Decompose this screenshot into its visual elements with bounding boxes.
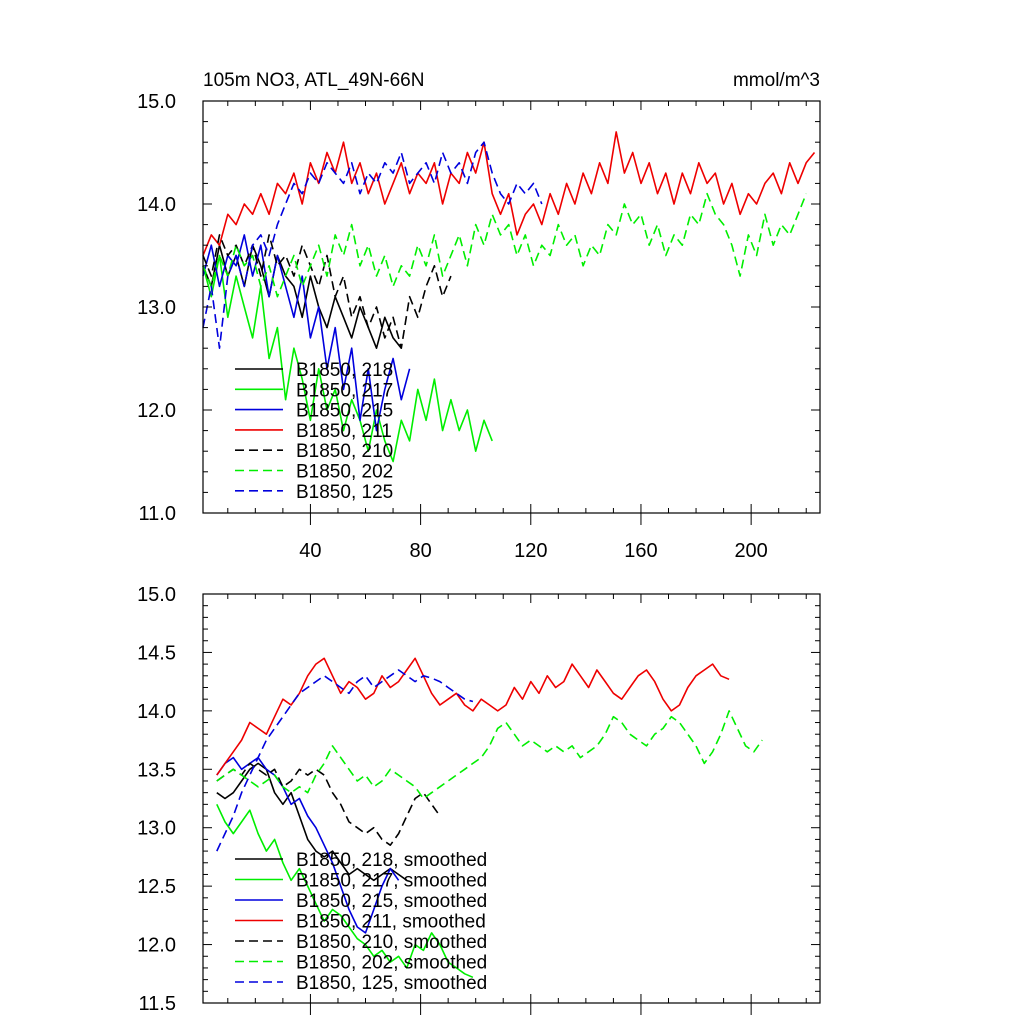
series-line-b1850-211	[202, 131, 816, 256]
y-tick-label: 11.0	[139, 503, 176, 525]
legend-label: B1850, 125, smoothed	[296, 973, 487, 994]
legend-label: B1850, 210	[296, 441, 393, 462]
legend-label: B1850, 210, smoothed	[296, 932, 487, 953]
legend-label: B1850, 211, smoothed	[296, 912, 486, 933]
legend-label: B1850, 217	[296, 380, 393, 401]
x-tick-label: 200	[734, 540, 767, 562]
chart-title: 105m NO3, ATL_49N-66N	[203, 70, 424, 91]
series-line-b1850-210	[216, 762, 441, 847]
y-tick-label: 14.5	[137, 642, 176, 664]
y-tick-label: 13.0	[137, 818, 176, 840]
legend-label: B1850, 202, smoothed	[296, 953, 487, 974]
series-line-b1850-217	[202, 254, 493, 463]
series-line-b1850-217	[216, 803, 474, 979]
series-line-b1850-211	[216, 657, 730, 776]
y-tick-label: 15.0	[137, 91, 176, 113]
legend-label: B1850, 215, smoothed	[296, 891, 487, 912]
series-line-b1850-125	[216, 669, 474, 852]
series-line-b1850-210	[202, 234, 452, 350]
y-tick-label: 13.5	[137, 759, 176, 781]
series-line-b1850-202	[216, 710, 763, 800]
legend-label: B1850, 218	[296, 360, 393, 381]
x-tick-label: 120	[514, 540, 547, 562]
x-tick-label: 80	[409, 540, 431, 562]
legend-label: B1850, 211	[296, 421, 392, 442]
y-tick-label: 12.5	[137, 876, 176, 898]
series-line-b1850-125	[202, 141, 543, 350]
y-tick-label: 14.0	[137, 701, 176, 723]
series-line-b1850-218	[216, 762, 408, 882]
y-tick-label: 12.0	[137, 935, 176, 957]
y-tick-label: 15.0	[137, 584, 176, 606]
legend-label: B1850, 215	[296, 401, 393, 422]
x-tick-label: 160	[624, 540, 657, 562]
legend-label: B1850, 202	[296, 462, 393, 483]
series-line-b1850-202	[202, 192, 807, 298]
legend-label: B1850, 125	[296, 482, 393, 503]
y-tick-label: 11.5	[139, 993, 176, 1015]
bottom-panel: 11.5 12.0 12.5 13.0 13.5 14.0 14.5 15.0 B1850, 2…	[137, 584, 821, 1015]
legend-label: B1850, 217, smoothed	[296, 871, 487, 892]
chart-units: mmol/m^3	[733, 70, 820, 91]
y-tick-label: 14.0	[137, 194, 176, 216]
x-tick-label: 40	[299, 540, 321, 562]
y-tick-label: 13.0	[137, 297, 176, 319]
plot-frame	[202, 593, 821, 1004]
top-panel: 11.0 12.0 13.0 14.0 15.0 40 80 120 160 200 B1850, …	[137, 91, 821, 562]
series-line-b1850-215	[216, 756, 400, 934]
y-tick-label: 12.0	[137, 400, 176, 422]
legend-label: B1850, 218, smoothed	[296, 850, 487, 871]
